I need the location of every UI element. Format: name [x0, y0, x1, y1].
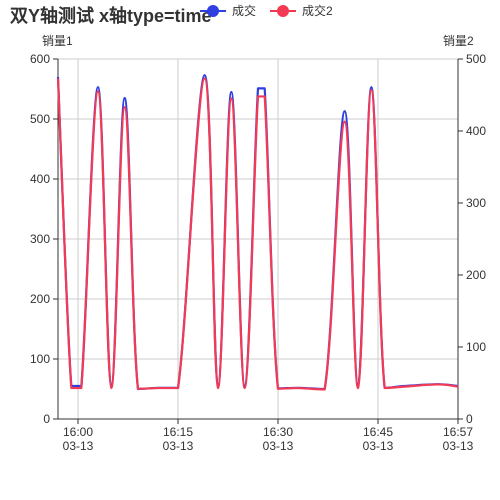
- y-right-tick-label: 400: [466, 124, 486, 138]
- legend-item-series1[interactable]: 成交: [200, 2, 256, 19]
- legend-symbol-series1: [200, 4, 226, 18]
- y-right-tick-label: 0: [466, 412, 473, 426]
- x-tick-label-date: 03-13: [163, 439, 194, 453]
- legend-symbol-series2: [270, 4, 297, 18]
- y-left-tick-label: 600: [30, 52, 50, 66]
- legend-label-series1: 成交: [232, 4, 257, 18]
- x-tick-label-time: 16:30: [263, 425, 293, 439]
- y-right-tick-label: 100: [466, 340, 486, 354]
- legend-item-series2[interactable]: 成交2: [270, 2, 333, 19]
- x-tick-label-date: 03-13: [63, 439, 94, 453]
- x-tick-label-time: 16:57: [443, 425, 473, 439]
- y-right-tick-label: 500: [466, 52, 486, 66]
- y-left-tick-label: 300: [30, 232, 50, 246]
- y-right-tick-label: 300: [466, 196, 486, 210]
- x-tick-label-date: 03-13: [263, 439, 294, 453]
- y-left-axis-name: 销量1: [42, 34, 73, 48]
- y-left-tick-label: 500: [30, 112, 50, 126]
- y-left-tick-label: 100: [30, 352, 50, 366]
- legend-label-series2: 成交2: [302, 4, 333, 18]
- x-tick-label-date: 03-13: [443, 439, 474, 453]
- x-tick-label-time: 16:00: [63, 425, 93, 439]
- y-right-tick-label: 200: [466, 268, 486, 282]
- y-left-tick-label: 200: [30, 292, 50, 306]
- chart-legend: 成交 成交2: [200, 2, 333, 19]
- y-left-tick-label: 400: [30, 172, 50, 186]
- x-tick-label-date: 03-13: [363, 439, 394, 453]
- chart-title: 双Y轴测试 x轴type=time: [10, 6, 212, 26]
- y-right-axis-name: 销量2: [443, 34, 474, 48]
- series-line-2[interactable]: [56, 77, 459, 391]
- y-left-tick-label: 0: [43, 412, 50, 426]
- x-tick-label-time: 16:15: [163, 425, 193, 439]
- x-tick-label-time: 16:45: [363, 425, 393, 439]
